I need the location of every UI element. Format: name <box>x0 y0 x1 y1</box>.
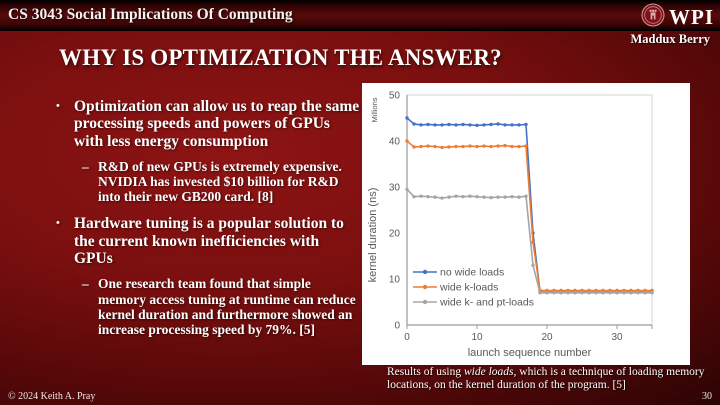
kernel-duration-chart: 0 10 20 30 40 50 0 10 20 30 launch sequence number… <box>362 83 690 365</box>
svg-text:20: 20 <box>389 229 401 240</box>
caption-italic-text: wide loads <box>464 366 514 378</box>
svg-text:wide k-loads: wide k-loads <box>439 282 498 294</box>
copyright-text: © 2024 Keith A. Pray <box>8 391 96 402</box>
bullet-text: Hardware tuning is a popular solution to… <box>74 215 344 268</box>
svg-text:launch sequence number: launch sequence number <box>468 347 592 359</box>
bullet-item: • Hardware tuning is a popular solution … <box>56 215 360 267</box>
bullet-marker: • <box>56 100 60 112</box>
svg-text:20: 20 <box>541 332 553 343</box>
svg-text:no wide loads: no wide loads <box>440 267 504 279</box>
caption-text: Results of using <box>387 366 464 378</box>
sub-bullet-item: – One research team found that simple me… <box>82 276 360 336</box>
svg-text:kernel duration (ns): kernel duration (ns) <box>367 188 379 283</box>
page-number: 30 <box>702 391 712 402</box>
svg-text:10: 10 <box>389 275 401 286</box>
svg-text:30: 30 <box>611 332 623 343</box>
bullet-marker: • <box>56 217 60 230</box>
sub-bullet-marker: – <box>82 159 89 175</box>
chart-caption: Results of using wide loads, which is a … <box>387 366 715 392</box>
header-bar <box>0 0 720 31</box>
course-title: CS 3043 Social Implications Of Computing <box>8 6 293 23</box>
author-name: Maddux Berry <box>630 32 710 46</box>
wpi-wordmark: WPI <box>669 5 714 29</box>
svg-text:50: 50 <box>389 91 401 102</box>
slide-title: WHY IS OPTIMIZATION THE ANSWER? <box>59 45 502 70</box>
svg-text:40: 40 <box>389 137 401 148</box>
wpi-logo: WPI <box>641 3 714 32</box>
svg-text:wide k- and pt-loads: wide k- and pt-loads <box>439 297 534 309</box>
bullet-item: • Optimization can allow us to reap the … <box>56 98 360 150</box>
svg-text:Millions: Millions <box>370 97 379 122</box>
wpi-seal-icon <box>641 3 665 32</box>
svg-text:0: 0 <box>394 321 400 332</box>
svg-text:10: 10 <box>471 332 483 343</box>
bullet-list: • Optimization can allow us to reap the … <box>56 98 360 348</box>
sub-bullet-text: One research team found that simple memo… <box>98 276 356 337</box>
chart-svg: 0 10 20 30 40 50 0 10 20 30 launch sequence number… <box>367 91 654 359</box>
svg-text:0: 0 <box>404 332 410 343</box>
sub-bullet-marker: – <box>82 276 89 292</box>
caption-text: , which is a technique of loading memory… <box>387 366 705 392</box>
svg-text:30: 30 <box>389 183 401 194</box>
sub-bullet-text: R&D of new GPUs is extremely expensive. … <box>98 159 342 205</box>
bullet-text: Optimization can allow us to reap the sa… <box>74 98 360 150</box>
sub-bullet-item: – R&D of new GPUs is extremely expensive… <box>82 159 360 204</box>
